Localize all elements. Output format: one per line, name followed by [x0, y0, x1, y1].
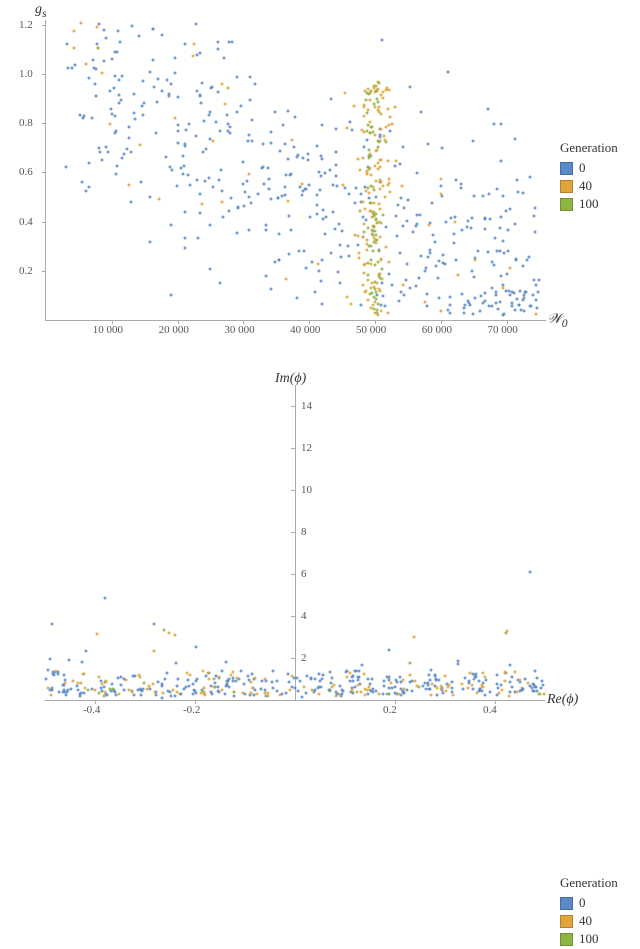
legend-swatch-100 — [560, 933, 573, 946]
bottom-legend: Generation 0 40 100 — [560, 875, 618, 949]
legend-label-40: 40 — [579, 178, 592, 194]
legend-item-0: 0 — [560, 160, 618, 176]
legend-item-100: 100 — [560, 196, 618, 212]
legend-item-40: 40 — [560, 913, 618, 929]
legend-label-0: 0 — [579, 895, 586, 911]
legend-item-40: 40 — [560, 178, 618, 194]
top-legend: Generation 0 40 100 — [560, 140, 618, 214]
legend-label-0: 0 — [579, 160, 586, 176]
legend-label-40: 40 — [579, 913, 592, 929]
top-x-axis-label: 𝒲0 — [547, 312, 568, 330]
legend-title: Generation — [560, 875, 618, 891]
legend-label-100: 100 — [579, 196, 599, 212]
bottom-plot-area — [45, 385, 545, 700]
bottom-y-axis-label: Im(ϕ) — [275, 371, 306, 387]
legend-title: Generation — [560, 140, 618, 156]
legend-item-100: 100 — [560, 931, 618, 947]
legend-item-0: 0 — [560, 895, 618, 911]
figure-container: gs 𝒲0 Generation 0 40 100 10 00020 00030… — [0, 0, 640, 729]
legend-swatch-40 — [560, 915, 573, 928]
legend-swatch-40 — [560, 180, 573, 193]
bottom-x-axis-label: Re(ϕ) — [547, 692, 578, 708]
top-scatter-panel: gs 𝒲0 Generation 0 40 100 10 00020 00030… — [0, 0, 640, 360]
top-y-axis-label: gs — [35, 2, 47, 20]
bottom-scatter-panel: Im(ϕ) Re(ϕ) Generation 0 40 100 -0.4-0.2… — [0, 370, 640, 729]
legend-swatch-100 — [560, 198, 573, 211]
top-plot-area — [45, 20, 546, 321]
legend-swatch-0 — [560, 162, 573, 175]
legend-swatch-0 — [560, 897, 573, 910]
legend-label-100: 100 — [579, 931, 599, 947]
